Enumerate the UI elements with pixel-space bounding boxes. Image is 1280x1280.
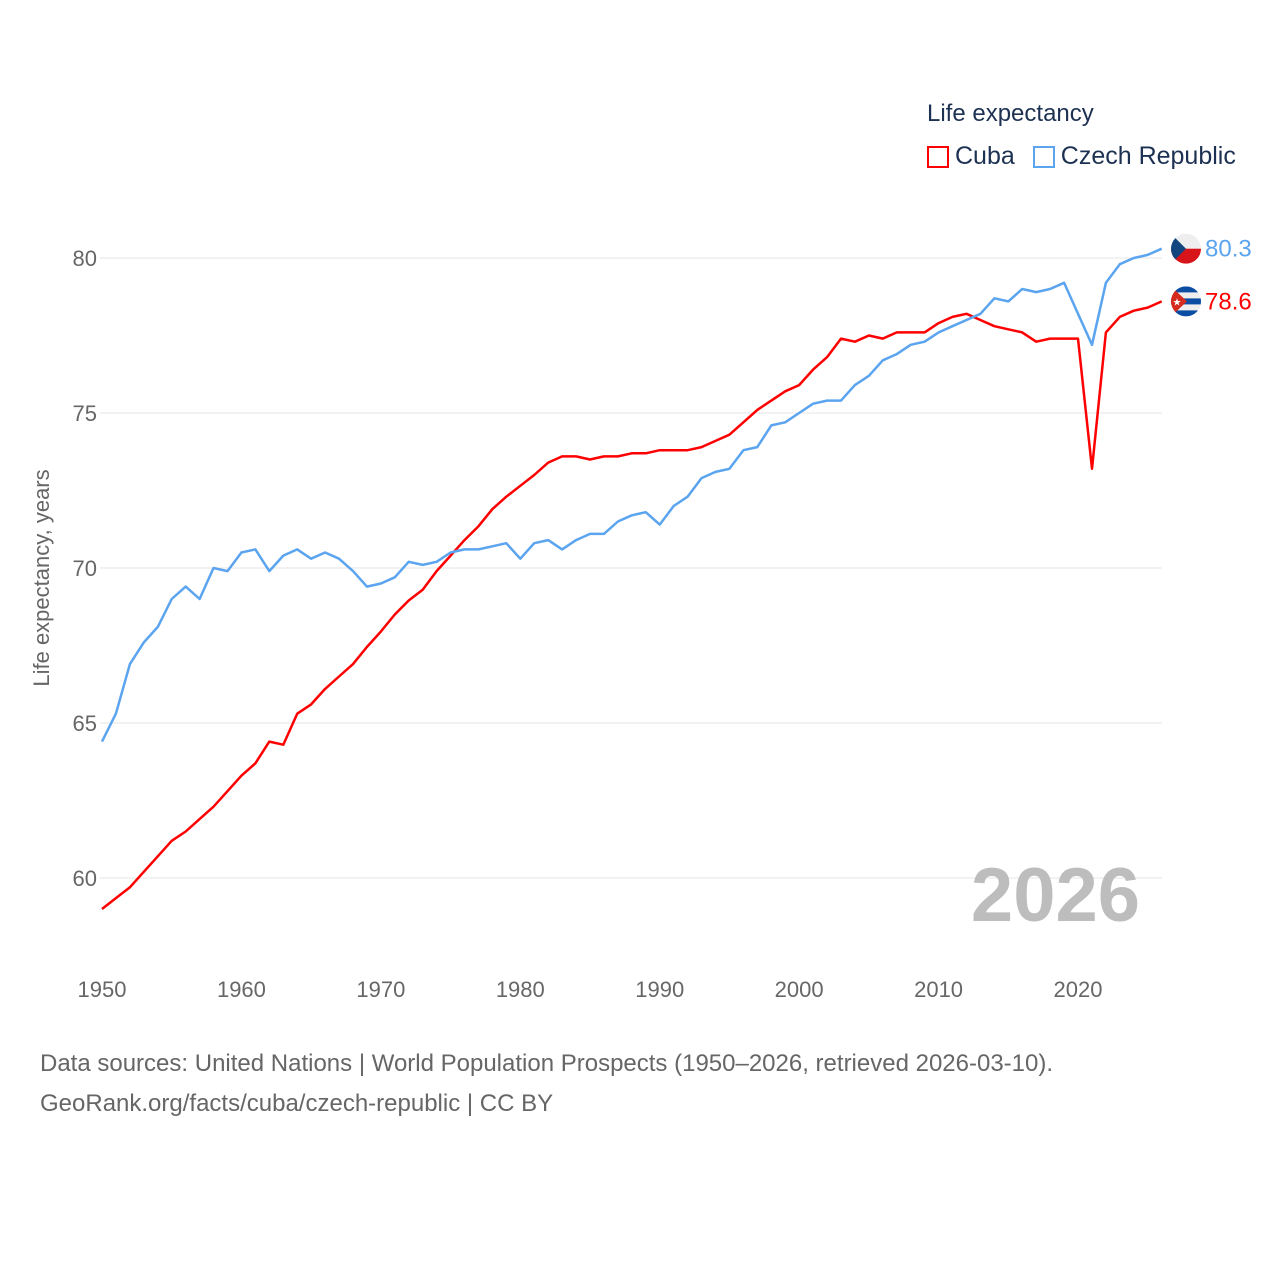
legend-swatch-cuba — [927, 145, 949, 168]
end-value-label: 78.6 — [1205, 288, 1252, 315]
x-tick-label: 2010 — [914, 977, 963, 1002]
source-line-2[interactable]: GeoRank.org/facts/cuba/czech-republic | … — [40, 1090, 554, 1117]
source-note: Data sources: United Nations | World Pop… — [40, 1044, 1053, 1124]
end-value-label: 80.3 — [1205, 236, 1252, 263]
x-tick-label: 1960 — [217, 977, 266, 1002]
y-tick-label: 80 — [73, 246, 97, 271]
legend-label-cuba: Cuba — [955, 142, 1015, 170]
legend-label-czech-republic: Czech Republic — [1060, 142, 1236, 170]
series-line-cuba — [101, 300, 1163, 910]
legend-title: Life expectancy — [927, 100, 1094, 127]
legend: Cuba Czech Republic — [927, 142, 1236, 171]
legend-swatch-czech-republic — [1032, 145, 1055, 168]
source-line-1: Data sources: United Nations | World Pop… — [40, 1050, 1054, 1077]
y-tick-label: 65 — [73, 711, 97, 736]
czech-flag-icon — [1171, 233, 1201, 264]
svg-text:★: ★ — [1173, 297, 1182, 308]
legend-item-cuba[interactable]: Cuba — [927, 142, 1015, 171]
y-tick-label: 60 — [73, 866, 97, 891]
x-tick-label: 2020 — [1054, 977, 1103, 1002]
legend-item-czech-republic[interactable]: Czech Republic — [1032, 142, 1236, 171]
y-axis-label: Life expectancy, years — [29, 469, 54, 687]
x-tick-label: 1950 — [78, 977, 127, 1002]
y-tick-label: 70 — [73, 556, 97, 581]
x-tick-label: 1980 — [496, 977, 545, 1002]
year-watermark: 2026 — [970, 853, 1140, 938]
y-tick-label: 75 — [73, 401, 97, 426]
series-line-czech-republic — [100, 247, 1163, 743]
x-tick-label: 2000 — [775, 977, 824, 1002]
cuba-flag-icon: ★ — [1171, 286, 1201, 317]
x-tick-label: 1990 — [635, 977, 684, 1002]
x-tick-label: 1970 — [356, 977, 405, 1002]
